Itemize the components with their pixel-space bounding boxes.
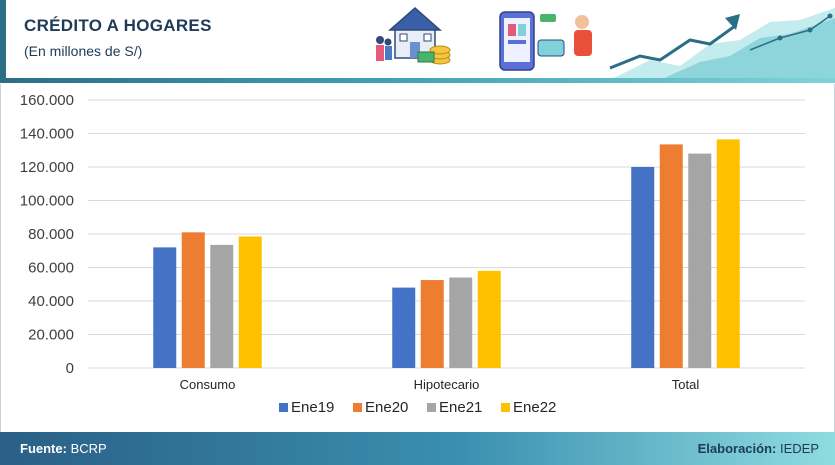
bar-consumo-ene19 [153, 247, 177, 368]
bar-total-ene21 [688, 153, 712, 368]
source-label: Fuente: [20, 441, 67, 456]
legend-swatch [427, 403, 436, 412]
chart-legend: Ene19 Ene20 Ene21 Ene22 [279, 399, 556, 416]
footer-band [0, 432, 835, 465]
page-title: CRÉDITO A HOGARES [24, 16, 212, 35]
x-axis-tick-labels: Consumo Hipotecario Total [180, 377, 700, 392]
chart-gridlines [88, 99, 805, 369]
page-subtitle: (En millones de S/) [24, 43, 143, 59]
people-icon [376, 36, 392, 61]
bar-hipotecario-ene21 [449, 277, 473, 368]
x-tick-label: Hipotecario [414, 377, 480, 392]
x-tick-label: Total [672, 377, 700, 392]
source-value: BCRP [70, 441, 107, 456]
credit-note: Elaboración: IEDEP [698, 441, 819, 456]
bar-total-ene19 [631, 167, 655, 368]
y-tick-label: 40.000 [28, 293, 74, 310]
y-tick-label: 140.000 [20, 126, 74, 143]
bar-total-ene20 [659, 144, 683, 368]
bar-total-ene22 [716, 139, 740, 368]
legend-label: Ene20 [365, 399, 408, 416]
legend-label: Ene21 [439, 399, 482, 416]
header-rule [0, 78, 835, 83]
y-tick-label: 60.000 [28, 260, 74, 277]
legend-swatch [353, 403, 362, 412]
legend-swatch [501, 403, 510, 412]
bar-consumo-ene21 [210, 244, 234, 368]
chart-bars [153, 139, 740, 368]
y-tick-label: 0 [66, 360, 74, 377]
bar-consumo-ene20 [181, 232, 205, 368]
y-tick-label: 100.000 [20, 193, 74, 210]
credit-label: Elaboración: [697, 441, 777, 456]
coins-icon [417, 45, 451, 65]
bar-hipotecario-ene19 [392, 287, 416, 368]
header-accent-bar [0, 0, 6, 78]
x-tick-label: Consumo [180, 377, 236, 392]
y-tick-label: 120.000 [20, 159, 74, 176]
y-tick-label: 160.000 [20, 92, 74, 109]
growth-trend-icon [609, 8, 835, 80]
y-tick-label: 20.000 [28, 327, 74, 344]
y-tick-label: 80.000 [28, 226, 74, 243]
legend-label: Ene19 [291, 399, 334, 416]
bar-chart: 0 20.000 40.000 60.000 80.000 100.000 120.000 1… [20, 92, 805, 416]
header-illustration [376, 7, 835, 80]
source-note: Fuente: BCRP [20, 441, 107, 456]
header: CRÉDITO A HOGARES (En millones de S/) [0, 0, 835, 84]
bar-consumo-ene22 [238, 236, 262, 368]
legend-label: Ene22 [513, 399, 556, 416]
footer: Fuente: BCRP Elaboración: IEDEP [0, 432, 835, 465]
bar-hipotecario-ene20 [420, 280, 444, 368]
credit-value: IEDEP [779, 441, 819, 456]
legend-swatch [279, 403, 288, 412]
phone-shopping-icon [499, 11, 592, 71]
bar-hipotecario-ene22 [477, 270, 501, 368]
y-axis-tick-labels: 0 20.000 40.000 60.000 80.000 100.000 120.000 1… [20, 92, 74, 377]
